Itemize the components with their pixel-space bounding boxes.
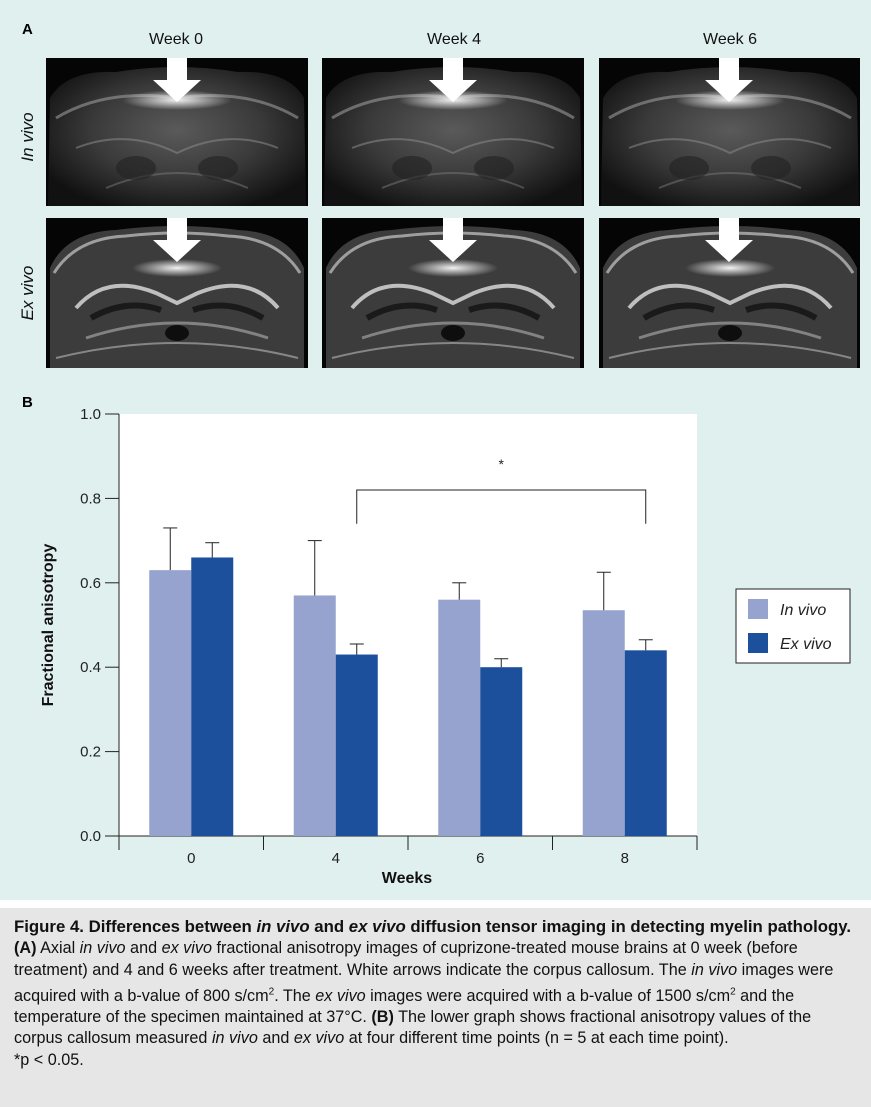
bar bbox=[624, 650, 667, 836]
y-axis-label: Fractional anisotropy bbox=[40, 544, 57, 707]
y-tick-label: 1.0 bbox=[80, 406, 101, 423]
bar bbox=[149, 570, 192, 836]
row-label-ex-vivo: Ex vivo bbox=[18, 265, 37, 321]
bar bbox=[438, 599, 481, 836]
x-tick-label: 4 bbox=[332, 850, 340, 867]
significance-line bbox=[356, 489, 647, 524]
brain-image-in-vivo-week4 bbox=[322, 58, 584, 206]
y-tick-label: 0.2 bbox=[80, 744, 101, 761]
bar bbox=[335, 654, 378, 836]
brain-image-in-vivo-week0 bbox=[46, 58, 308, 206]
caption-title: Figure 4. Differences between in vivo an… bbox=[14, 917, 852, 936]
y-tick-label: 0.4 bbox=[80, 659, 101, 676]
legend-swatch bbox=[748, 599, 768, 619]
y-tick-label: 0.0 bbox=[80, 828, 101, 845]
panel-a-letter: A bbox=[22, 21, 33, 38]
fa-bar-chart: 0.0 0.2 0.4 0.6 0.8 1.0 0 4 6 8 * Fractional ani… bbox=[40, 406, 851, 887]
x-tick-label: 6 bbox=[476, 850, 484, 867]
brain-image-ex-vivo-week4 bbox=[322, 218, 584, 368]
y-axis: 0.0 0.2 0.4 0.6 0.8 1.0 bbox=[80, 406, 120, 845]
brain-image-in-vivo-week6 bbox=[599, 58, 860, 206]
legend-swatch bbox=[748, 633, 768, 653]
x-tick-label: 8 bbox=[621, 850, 629, 867]
brain-image-ex-vivo-week6 bbox=[599, 218, 860, 368]
legend: In vivo Ex vivo bbox=[735, 588, 851, 664]
x-tick-label: 0 bbox=[187, 850, 195, 867]
caption-part-a: (A) Axial in vivo and ex vivo fractional… bbox=[14, 939, 834, 1027]
panel-b-letter: B bbox=[22, 394, 33, 411]
bar bbox=[293, 595, 336, 836]
row-label-in-vivo: In vivo bbox=[18, 112, 37, 162]
week-title-0: Week 0 bbox=[149, 31, 203, 48]
figure-caption: Figure 4. Differences between in vivo an… bbox=[0, 908, 871, 1107]
x-axis-label: Weeks bbox=[382, 870, 433, 887]
bars-group bbox=[149, 527, 667, 836]
significance-marker: * bbox=[499, 456, 505, 472]
legend-label: In vivo bbox=[780, 602, 826, 619]
brain-image-ex-vivo-week0 bbox=[46, 218, 308, 368]
bar bbox=[191, 557, 234, 836]
bar bbox=[480, 667, 523, 836]
week-title-4: Week 4 bbox=[427, 31, 481, 48]
caption-footnote: *p < 0.05. bbox=[14, 1050, 84, 1069]
caption-part-b: (B) The lower graph shows fractional ani… bbox=[14, 1008, 812, 1048]
y-tick-label: 0.8 bbox=[80, 490, 101, 507]
bar bbox=[582, 610, 625, 836]
significance-bracket: * bbox=[356, 456, 647, 524]
x-axis: 0 4 6 8 bbox=[118, 835, 698, 867]
legend-label: Ex vivo bbox=[780, 636, 832, 653]
week-title-6: Week 6 bbox=[703, 31, 757, 48]
y-tick-label: 0.6 bbox=[80, 575, 101, 592]
